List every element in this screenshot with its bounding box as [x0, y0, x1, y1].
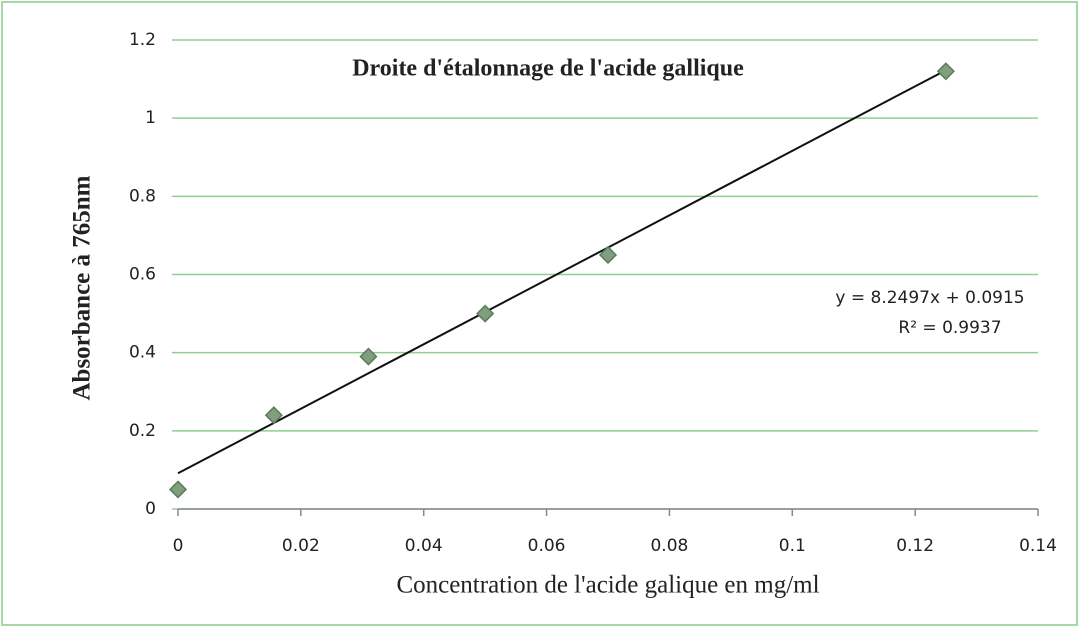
x-tick-label: 0.14 [1019, 536, 1057, 556]
trendline [177, 69, 947, 475]
y-tick-label: 0.8 [129, 186, 156, 206]
data-point [598, 245, 618, 265]
trendline-equation: y = 8.2497x + 0.0915 [835, 288, 1024, 308]
y-axis-label: Absorbance à 765nm [69, 175, 96, 400]
data-point [476, 304, 495, 323]
y-tick-label: 1.2 [129, 30, 156, 50]
x-tick-label: 0.06 [528, 536, 566, 556]
y-tick-label: 1 [145, 108, 156, 128]
x-tick-label: 0 [173, 536, 184, 556]
x-axis-label: Concentration de l'acide galique en mg/m… [396, 572, 819, 599]
x-tick-label: 0.02 [282, 536, 320, 556]
y-tick-label: 0.2 [129, 421, 156, 441]
data-point [936, 62, 955, 81]
x-tick-label: 0.12 [896, 536, 934, 556]
data-point [264, 406, 283, 425]
y-tick-label: 0.6 [129, 265, 156, 285]
x-tick-label: 0.08 [650, 536, 688, 556]
r-squared: R² = 0.9937 [898, 318, 1001, 338]
data-point [168, 480, 188, 499]
data-point [359, 347, 378, 366]
chart-title: Droite d'étalonnage de l'acide gallique [352, 56, 744, 82]
y-tick-label: 0.4 [129, 343, 156, 363]
y-tick-label: 0 [145, 499, 156, 519]
x-tick-label: 0.04 [405, 536, 443, 556]
x-tick-label: 0.1 [779, 536, 806, 556]
